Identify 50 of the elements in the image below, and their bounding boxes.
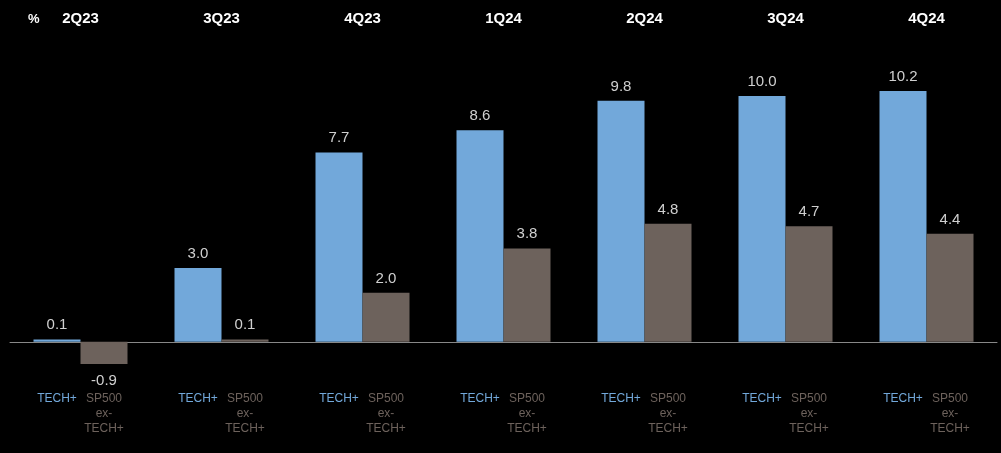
bar (80, 341, 128, 364)
bar (33, 339, 81, 342)
text: SP500 ex-TECH+ (930, 391, 970, 436)
bar (879, 91, 927, 342)
bar (221, 339, 269, 342)
x-tick-label: 3Q23 (203, 9, 240, 26)
text: SP500 ex-TECH+ (225, 391, 265, 436)
text: SP500 ex-TECH+ (84, 391, 124, 436)
x-tick-label: 1Q24 (485, 9, 523, 26)
text: TECH+ (460, 391, 500, 406)
bar (926, 233, 974, 342)
bar (315, 152, 363, 342)
data-label: 0.1 (234, 315, 256, 333)
x-tick-label: 2Q24 (626, 9, 664, 26)
data-label: -0.9 (91, 371, 117, 388)
data-label: 7.7 (328, 128, 350, 146)
data-label: 9.8 (610, 76, 632, 94)
x-tick-label: 3Q24 (767, 9, 805, 26)
text: SP500 ex-TECH+ (366, 391, 406, 436)
bar (503, 248, 551, 342)
bar (456, 130, 504, 342)
bar (785, 226, 833, 342)
text: TECH+ (37, 391, 77, 406)
text: TECH+ (178, 391, 218, 406)
data-label: 4.4 (939, 209, 961, 227)
x-tick-label: 2Q23 (62, 9, 99, 26)
bar (174, 268, 222, 342)
text: SP500 ex-TECH+ (648, 391, 688, 436)
bar (362, 292, 410, 342)
x-tick-label: 4Q23 (344, 9, 381, 26)
text: TECH+ (601, 391, 641, 406)
data-label: 0.1 (46, 315, 68, 333)
data-label: 8.6 (469, 106, 491, 124)
bar (597, 100, 645, 342)
text: TECH+ (319, 391, 359, 406)
data-label: 2.0 (375, 268, 397, 286)
data-label: 3.0 (187, 244, 209, 262)
text: TECH+ (742, 391, 782, 406)
data-label: 10.2 (888, 67, 918, 84)
data-label: 4.8 (657, 199, 679, 217)
bar (644, 223, 692, 342)
data-label: 10.0 (747, 71, 777, 89)
data-label: 3.8 (516, 224, 538, 242)
text: SP500 ex-TECH+ (507, 391, 547, 436)
text: SP500 ex-TECH+ (789, 391, 829, 436)
text: TECH+ (883, 391, 923, 406)
data-label: 4.7 (798, 202, 820, 220)
y-axis-title: % (28, 11, 40, 26)
x-tick-label: 4Q24 (908, 9, 946, 26)
bar (738, 95, 786, 342)
